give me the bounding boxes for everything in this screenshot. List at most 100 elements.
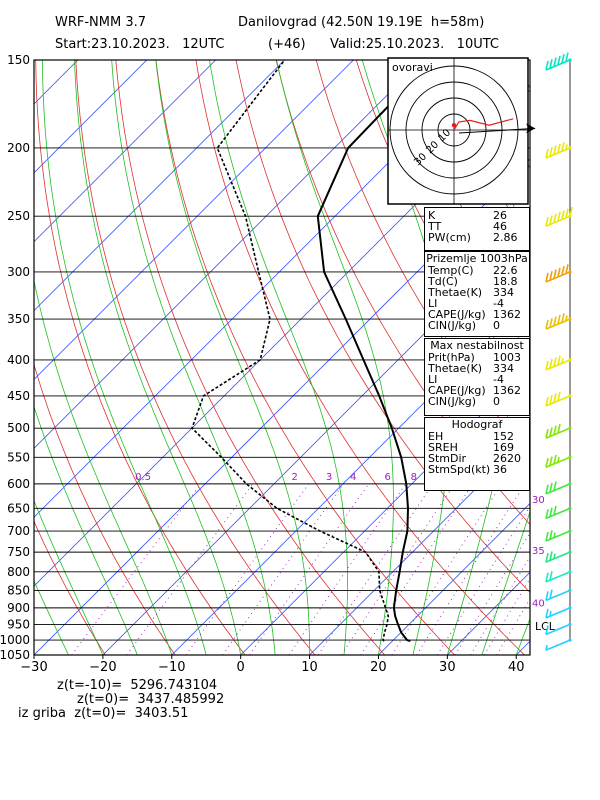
row-value: -4 — [493, 297, 504, 310]
panel-row: LI -4 — [425, 374, 529, 385]
wind-barb — [545, 570, 572, 583]
row-key: PW(cm) — [428, 231, 471, 244]
row-key: CIN(J/kg) — [428, 319, 477, 332]
temperature-tick-label: −30 — [20, 660, 47, 675]
moist-adiabat — [155, 60, 310, 655]
wind-barb — [545, 588, 572, 602]
z-zero-grib-height: iz griba z(t=0)= 3403.51 — [18, 706, 189, 721]
hodograph-box — [387, 57, 529, 205]
hodograf-panel: Hodograf EH 152 SREH 169 StmDir 2620 StmSpd(kt… — [424, 417, 530, 491]
row-key: CIN(J/kg) — [428, 395, 477, 408]
storm-motion-vector — [458, 127, 536, 134]
mixing-ratio-label: 3 — [326, 472, 332, 483]
pressure-tick-label: 800 — [7, 565, 30, 579]
panel-row: Thetae(K) 334 — [425, 363, 529, 374]
max-instability-title: Max nestabilnost — [430, 339, 524, 352]
start-time: Start:23.10.2023. 12UTC — [55, 37, 225, 52]
row-value: 18.8 — [493, 275, 518, 288]
mixing-ratio-label: 6 — [384, 472, 390, 483]
temperature-profile — [316, 60, 434, 642]
row-key: EH — [428, 430, 444, 443]
panel-row: Thetae(K) 334 — [425, 287, 529, 298]
isotherm — [34, 60, 216, 243]
isotherm — [34, 60, 423, 449]
storm-motion-arrow — [526, 123, 536, 134]
max-instability-panel: Max nestabilnost Prit(hPa) 1003 Thetae(K) 3… — [424, 338, 530, 416]
isotherm — [240, 365, 530, 655]
theta-label: 30 — [532, 495, 545, 506]
wind-barb — [545, 141, 572, 159]
panel-row: LI -4 — [425, 298, 529, 309]
pressure-tick-label: 700 — [7, 524, 30, 538]
row-value: 169 — [493, 441, 514, 454]
lcl-label: LCL — [535, 620, 556, 633]
panel-row: Prit(hPa) 1003 — [425, 352, 529, 363]
row-value: -4 — [493, 373, 504, 386]
theta-label: 35 — [532, 546, 545, 557]
panel-row: CAPE(J/kg) 1362 — [425, 309, 529, 320]
hodograph-trace — [453, 118, 514, 131]
row-value: 0 — [493, 395, 500, 408]
wind-barb — [545, 355, 572, 371]
dry-adiabat — [115, 60, 386, 655]
row-key: Thetae(K) — [428, 362, 483, 375]
panel-row: TT 46 — [425, 221, 529, 232]
pressure-tick-label: 950 — [7, 617, 30, 631]
row-key: SREH — [428, 441, 458, 454]
pressure-tick-label: 1050 — [0, 648, 30, 662]
dewpoint-profile — [191, 60, 390, 642]
panel-row: StmSpd(kt) 36 — [425, 464, 529, 475]
moist-adiabat — [74, 60, 242, 655]
hodograph-label: ovoravi — [392, 61, 433, 74]
wind-barb — [545, 622, 572, 636]
wind-barb — [545, 529, 572, 542]
mixing-ratio-line — [317, 483, 434, 655]
moist-adiabat — [209, 60, 348, 655]
wind-barb — [545, 550, 572, 563]
mixing-ratio-label: 8 — [411, 472, 417, 483]
isotherm — [378, 502, 530, 655]
mixing-ratio-label: 0.5 — [135, 472, 151, 483]
row-key: StmSpd(kt) — [428, 463, 491, 476]
surface-title: Prizemlje 1003hPa — [426, 252, 528, 265]
panel-row: EH 152 — [425, 431, 529, 442]
panel-row: CIN(J/kg) 0 — [425, 396, 529, 407]
row-value: 1362 — [493, 384, 521, 397]
pressure-tick-label: 850 — [7, 583, 30, 597]
isotherm — [309, 433, 530, 655]
wind-barb — [545, 391, 572, 407]
row-key: Prit(hPa) — [428, 351, 475, 364]
panel-row: SREH 169 — [425, 442, 529, 453]
moist-adiabat — [34, 405, 138, 655]
pressure-tick-label: 150 — [7, 53, 30, 67]
dry-adiabat — [597, 60, 600, 655]
row-key: Td(C) — [428, 275, 458, 288]
row-value: 334 — [493, 362, 514, 375]
moist-adiabat — [34, 278, 173, 655]
row-value: 22.6 — [493, 264, 518, 277]
temperature-tick-label: 40 — [508, 660, 525, 675]
dry-adiabat — [35, 60, 246, 655]
mixing-ratio-label: 2 — [291, 472, 297, 483]
mixing-ratio-line — [483, 577, 530, 655]
wind-barb — [545, 52, 572, 71]
wind-barb — [545, 313, 572, 330]
row-value: 1003 — [493, 351, 521, 364]
panel-row: Td(C) 18.8 — [425, 276, 529, 287]
pressure-tick-label: 650 — [7, 501, 30, 515]
mixing-ratio-line — [185, 483, 310, 655]
temperature-tick-label: −20 — [89, 660, 116, 675]
row-value: 152 — [493, 430, 514, 443]
row-value: 1362 — [493, 308, 521, 321]
isotherm — [171, 296, 530, 655]
temperature-tick-label: 10 — [301, 660, 318, 675]
panel-row: StmDir 2620 — [425, 453, 529, 464]
pressure-tick-label: 500 — [7, 421, 30, 435]
row-value: 2620 — [493, 452, 521, 465]
isotherm — [585, 60, 600, 655]
indices-panel: K 26 TT 46 PW(cm) 2.86 — [424, 207, 530, 251]
row-key: CAPE(J/kg) — [428, 384, 486, 397]
row-value: 26 — [493, 209, 507, 222]
row-value: 0 — [493, 319, 500, 332]
